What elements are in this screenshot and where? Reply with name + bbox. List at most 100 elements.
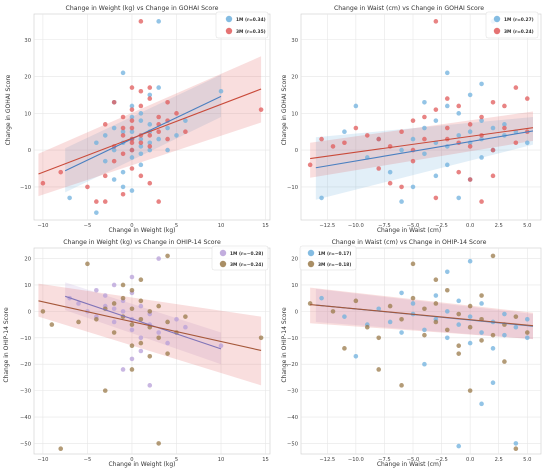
data-point bbox=[138, 317, 144, 322]
data-point bbox=[524, 96, 530, 101]
panel-weight-gohai: Change in Weight (kg) vs Change in GOHAI… bbox=[5, 5, 271, 234]
data-point bbox=[342, 346, 347, 351]
y-tick-label: −20 bbox=[287, 362, 298, 368]
data-point bbox=[456, 133, 462, 138]
data-point bbox=[376, 335, 382, 341]
data-point bbox=[502, 359, 507, 364]
data-point bbox=[156, 129, 161, 135]
data-point bbox=[456, 322, 462, 327]
data-point bbox=[129, 103, 135, 109]
data-point bbox=[444, 269, 450, 275]
x-tick-label: −10 bbox=[37, 457, 48, 463]
data-point bbox=[129, 367, 135, 372]
data-point bbox=[111, 301, 117, 306]
data-point bbox=[111, 125, 117, 131]
y-tick-label: 20 bbox=[24, 75, 31, 81]
data-point bbox=[40, 309, 46, 314]
x-tick-label: 5.0 bbox=[523, 457, 531, 463]
data-point bbox=[76, 319, 81, 325]
legend-entry-1m: 1M (r=0.27) bbox=[504, 17, 534, 23]
data-point bbox=[444, 327, 450, 333]
y-tick-label: −10 bbox=[20, 336, 31, 342]
data-point bbox=[444, 70, 450, 76]
chart-title: Change in Weight (kg) vs Change in GOHAI… bbox=[66, 5, 219, 12]
data-point bbox=[319, 195, 324, 201]
data-point bbox=[399, 147, 404, 153]
data-point bbox=[156, 136, 161, 142]
data-point bbox=[258, 335, 264, 341]
x-tick-label: −10 bbox=[37, 223, 48, 229]
data-point bbox=[444, 125, 450, 131]
data-point bbox=[138, 340, 144, 346]
data-point bbox=[353, 103, 359, 109]
data-point bbox=[433, 118, 439, 123]
data-point bbox=[353, 125, 359, 131]
data-point bbox=[467, 177, 473, 182]
data-point bbox=[387, 180, 393, 186]
data-point bbox=[76, 301, 81, 306]
y-tick-label: 0 bbox=[295, 148, 298, 154]
data-point bbox=[165, 319, 170, 325]
data-point bbox=[433, 107, 439, 112]
data-point bbox=[456, 311, 462, 317]
x-tick-label: −7.5 bbox=[378, 457, 391, 463]
y-tick-label: −50 bbox=[287, 441, 298, 447]
data-point bbox=[467, 303, 473, 309]
data-point bbox=[183, 129, 188, 135]
data-point bbox=[183, 324, 188, 330]
data-point bbox=[120, 70, 126, 76]
data-point bbox=[138, 298, 144, 304]
data-point bbox=[387, 303, 393, 309]
data-point bbox=[502, 103, 507, 109]
data-point bbox=[138, 162, 144, 168]
data-point bbox=[479, 199, 484, 204]
data-point bbox=[102, 173, 108, 179]
data-point bbox=[467, 340, 473, 346]
y-axis-label: Change in GOHAI Score bbox=[281, 74, 288, 145]
x-axis-label: Change in Weight (kg) bbox=[108, 461, 175, 468]
data-point bbox=[147, 309, 153, 314]
data-point bbox=[156, 114, 161, 120]
y-tick-label: 30 bbox=[291, 38, 298, 44]
x-tick-label: 0.0 bbox=[466, 457, 474, 463]
data-point bbox=[444, 103, 450, 109]
data-point bbox=[58, 169, 64, 175]
data-point bbox=[444, 287, 450, 293]
chart-title: Change in Weight (kg) vs Change in OHIP-… bbox=[63, 239, 221, 246]
data-point bbox=[129, 118, 135, 123]
data-point bbox=[433, 173, 439, 179]
data-point bbox=[174, 133, 179, 138]
x-tick-label: 2.5 bbox=[495, 457, 503, 463]
data-point bbox=[120, 295, 126, 301]
data-point bbox=[376, 166, 382, 171]
data-point bbox=[85, 261, 90, 267]
legend-marker-3m bbox=[219, 260, 227, 268]
x-tick-label: 2.5 bbox=[495, 223, 503, 229]
data-point bbox=[40, 180, 46, 186]
data-point bbox=[353, 353, 359, 359]
data-point bbox=[94, 287, 99, 293]
data-point bbox=[111, 99, 117, 105]
data-point bbox=[111, 330, 117, 335]
data-point bbox=[138, 136, 144, 142]
y-tick-label: 20 bbox=[291, 75, 298, 81]
data-point bbox=[120, 184, 126, 190]
data-point bbox=[410, 136, 416, 142]
data-point bbox=[102, 199, 108, 204]
data-point bbox=[467, 122, 473, 127]
data-point bbox=[307, 162, 313, 168]
data-point bbox=[138, 19, 144, 24]
data-point bbox=[120, 133, 126, 138]
data-point bbox=[399, 383, 404, 388]
data-point bbox=[399, 290, 404, 296]
data-point bbox=[490, 147, 496, 153]
data-point bbox=[156, 256, 161, 261]
data-point bbox=[129, 327, 135, 333]
data-point bbox=[147, 353, 153, 359]
x-tick-label: 0 bbox=[130, 457, 133, 463]
data-point bbox=[120, 114, 126, 120]
legend-entry-3m: 3M (r=0.24) bbox=[504, 29, 534, 35]
regression-line bbox=[38, 88, 262, 175]
data-point bbox=[111, 147, 117, 153]
